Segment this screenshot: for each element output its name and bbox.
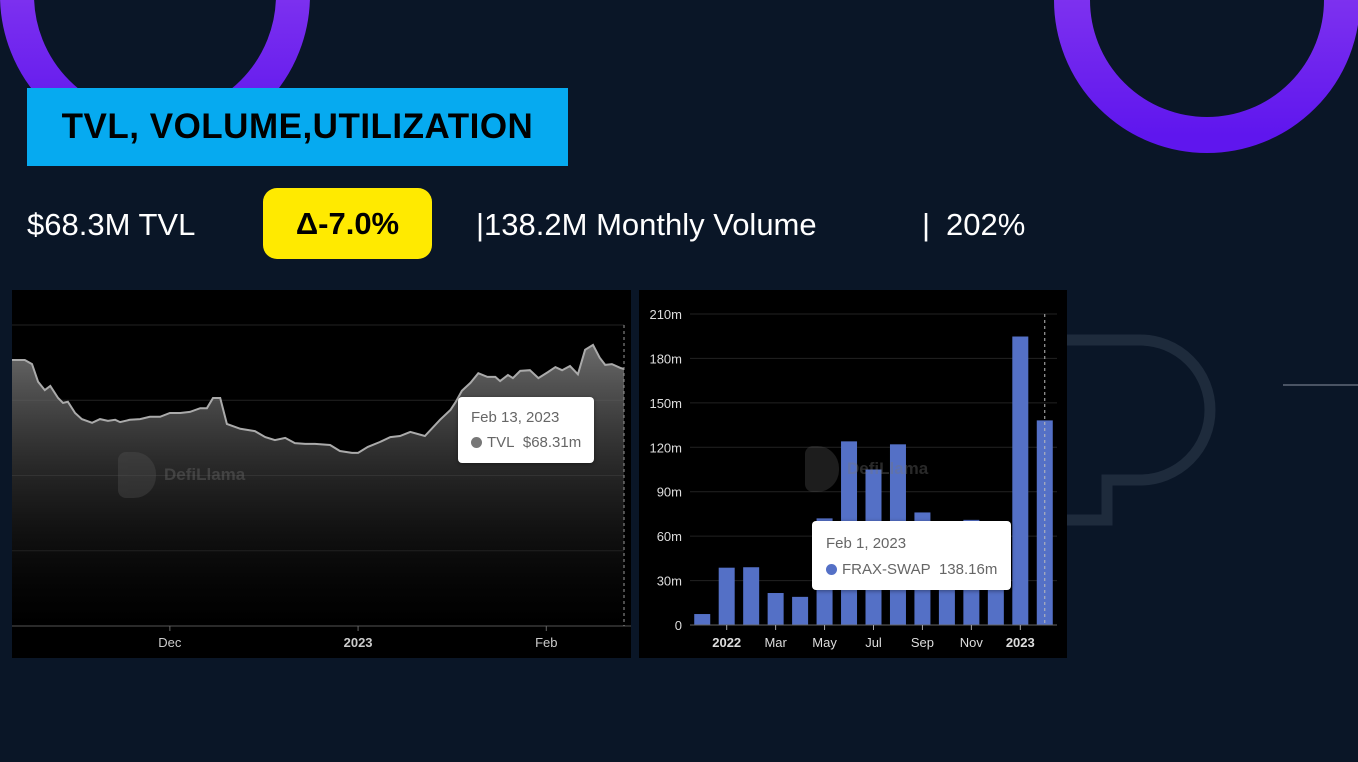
tvl-line bbox=[12, 343, 625, 454]
y-tick-label: 30m bbox=[657, 574, 682, 589]
x-tick-label: Feb bbox=[535, 635, 557, 650]
y-tick-label: 60m bbox=[657, 529, 682, 544]
series-dot-icon bbox=[826, 564, 837, 575]
x-tick-label: 2022 bbox=[712, 635, 741, 650]
volume-chart-panel: 0 30m 60m 90m 120m 150m 180m 210m 2022 Mar May Jul S… bbox=[639, 290, 1067, 658]
stat-separator: | bbox=[922, 207, 931, 242]
volume-bar bbox=[694, 614, 711, 625]
x-tick-label: 2023 bbox=[1006, 635, 1035, 650]
tvl-chart-panel: Dec 2023 Feb DefiLlama Feb 13, 2023 TVL $6… bbox=[12, 290, 631, 658]
tooltip-date: Feb 13, 2023 bbox=[471, 409, 560, 426]
x-tick-label: Mar bbox=[764, 635, 787, 650]
page-title: TVL, VOLUME,UTILIZATION bbox=[27, 88, 568, 166]
x-tick-label: Jul bbox=[865, 635, 882, 650]
y-tick-label: 150m bbox=[649, 396, 682, 411]
y-tick-label: 90m bbox=[657, 485, 682, 500]
tvl-area bbox=[12, 344, 624, 626]
defillama-watermark: DefiLlama bbox=[118, 452, 245, 498]
tooltip-value: 138.16m bbox=[938, 561, 998, 578]
x-tick-label: Sep bbox=[911, 635, 934, 650]
watermark-letter-p bbox=[1067, 334, 1216, 526]
tvl-chart[interactable]: Dec 2023 Feb bbox=[12, 290, 631, 658]
x-tick-label: 2023 bbox=[344, 635, 373, 650]
volume-bar bbox=[792, 596, 809, 625]
tvl-change-badge: Δ-7.0% bbox=[263, 188, 432, 259]
volume-bar bbox=[718, 567, 735, 625]
y-tick-label: 0 bbox=[675, 618, 682, 633]
tooltip-date: Feb 1, 2023 bbox=[826, 535, 907, 552]
watermark-text: DefiLlama bbox=[847, 459, 929, 478]
tooltip-label: FRAX-SWAP bbox=[842, 561, 931, 578]
tooltip-value: $68.31m bbox=[522, 434, 582, 451]
tooltip-label: TVL bbox=[487, 434, 515, 451]
x-tick-label: Dec bbox=[158, 635, 182, 650]
x-tick-label: Nov bbox=[960, 635, 984, 650]
volume-bar bbox=[1012, 336, 1029, 625]
right-arc bbox=[1054, 0, 1358, 153]
y-tick-label: 210m bbox=[649, 307, 682, 322]
volume-tooltip: Feb 1, 2023 FRAX-SWAP 138.16m bbox=[812, 521, 1012, 590]
monthly-volume-stat: |138.2M Monthly Volume bbox=[476, 207, 817, 242]
x-tick-label: May bbox=[812, 635, 837, 650]
defillama-watermark: DefiLlama bbox=[805, 446, 928, 492]
watermark-text: DefiLlama bbox=[164, 465, 246, 484]
volume-bar bbox=[1036, 420, 1053, 625]
llama-logo-icon bbox=[805, 446, 839, 492]
llama-logo-icon bbox=[118, 452, 156, 498]
volume-bar bbox=[743, 567, 760, 625]
series-dot-icon bbox=[471, 437, 482, 448]
y-tick-label: 120m bbox=[649, 440, 682, 455]
volume-bar bbox=[767, 593, 784, 625]
y-tick-label: 180m bbox=[649, 351, 682, 366]
tvl-tooltip: Feb 13, 2023 TVL $68.31m bbox=[458, 397, 595, 463]
tvl-stat: $68.3M TVL bbox=[27, 207, 196, 242]
utilization-stat: 202% bbox=[946, 207, 1026, 242]
